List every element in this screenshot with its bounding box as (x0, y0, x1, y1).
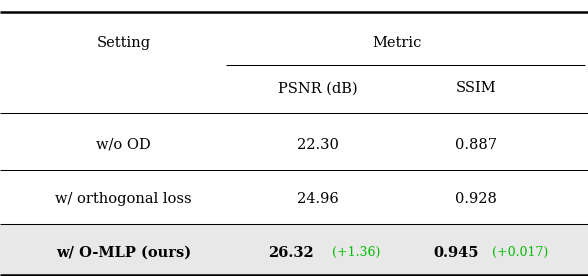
FancyBboxPatch shape (0, 225, 588, 276)
Text: 24.96: 24.96 (296, 192, 339, 206)
Text: 0.928: 0.928 (455, 192, 497, 206)
Text: Setting: Setting (96, 36, 151, 50)
Text: 0.887: 0.887 (455, 138, 497, 152)
Text: 0.945: 0.945 (433, 246, 479, 259)
Text: 22.30: 22.30 (296, 138, 339, 152)
Text: w/o OD: w/o OD (96, 138, 151, 152)
Text: w/ O-MLP (ours): w/ O-MLP (ours) (56, 246, 191, 259)
Text: SSIM: SSIM (456, 81, 497, 95)
Text: w/ orthogonal loss: w/ orthogonal loss (55, 192, 192, 206)
Text: PSNR (dB): PSNR (dB) (278, 81, 358, 95)
Text: Metric: Metric (372, 36, 422, 50)
Text: (+1.36): (+1.36) (332, 246, 380, 259)
Text: 26.32: 26.32 (268, 246, 314, 259)
Text: (+0.017): (+0.017) (492, 246, 549, 259)
